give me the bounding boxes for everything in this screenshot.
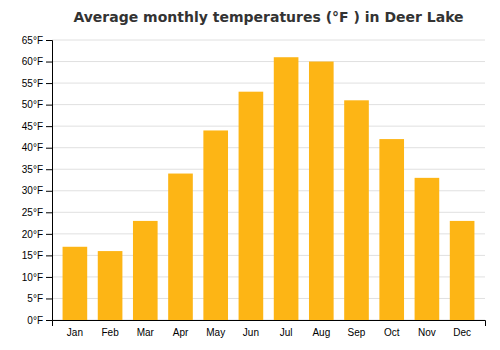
- chart-title: Average monthly temperatures (°F ) in De…: [73, 9, 463, 25]
- y-tick-label: 5°F: [27, 293, 43, 304]
- y-tick-label: 60°F: [22, 56, 43, 67]
- grid-line: [52, 147, 485, 148]
- y-tick: 55°F: [22, 78, 52, 89]
- y-tick-mark: [46, 212, 52, 213]
- y-tick-label: 40°F: [22, 142, 43, 153]
- x-tick-label: Jan: [67, 327, 83, 338]
- y-tick: 45°F: [22, 121, 52, 132]
- x-tick: Feb: [101, 327, 119, 338]
- x-tick-label: Apr: [173, 327, 189, 338]
- bar: [98, 251, 123, 320]
- y-tick-mark: [46, 255, 52, 256]
- bar: [274, 57, 299, 320]
- chart-container: 0°F 5°F 10°F 15°F 20°F 25°F 30°F 35°F 40°F 45°F 50…: [0, 0, 500, 350]
- x-tick-label: May: [206, 327, 225, 338]
- y-tick-label: 35°F: [22, 164, 43, 175]
- x-tick: Mar: [137, 327, 155, 338]
- y-tick-mark: [46, 320, 52, 321]
- y-tick-label: 0°F: [27, 315, 43, 326]
- y-tick-mark: [46, 105, 52, 106]
- x-axis-line: [53, 321, 486, 327]
- y-tick-label: 55°F: [22, 78, 43, 89]
- y-tick-label: 25°F: [22, 207, 43, 218]
- y-tick-mark: [46, 277, 52, 278]
- y-axis: 0°F 5°F 10°F 15°F 20°F 25°F 30°F 35°F 40°F 45°F 50…: [22, 35, 53, 326]
- grid-line: [52, 126, 485, 127]
- grid-line: [52, 104, 485, 105]
- x-tick: Jun: [243, 327, 259, 338]
- grid: [52, 40, 485, 320]
- y-tick-label: 15°F: [22, 250, 43, 261]
- x-tick-label: Sep: [348, 327, 366, 338]
- bar: [309, 62, 334, 320]
- y-tick: 50°F: [22, 99, 52, 110]
- y-tick-label: 50°F: [22, 99, 43, 110]
- y-tick-label: 30°F: [22, 185, 43, 196]
- y-tick-mark: [46, 169, 52, 170]
- x-tick-label: Jun: [243, 327, 259, 338]
- bar: [344, 100, 369, 320]
- y-tick: 30°F: [22, 185, 52, 196]
- y-tick-label: 10°F: [22, 272, 43, 283]
- grid-line: [52, 83, 485, 84]
- y-tick: 10°F: [22, 272, 52, 283]
- bar: [379, 139, 404, 320]
- x-tick: Nov: [418, 327, 436, 338]
- bar: [168, 174, 193, 320]
- grid-line: [52, 169, 485, 170]
- chart-svg: 0°F 5°F 10°F 15°F 20°F 25°F 30°F 35°F 40°F 45°F 50…: [0, 0, 500, 350]
- x-tick-label: Jul: [280, 327, 293, 338]
- grid-line: [52, 40, 485, 41]
- y-tick: 0°F: [27, 315, 52, 326]
- x-tick: Jul: [280, 327, 293, 338]
- y-tick-mark: [46, 298, 52, 299]
- y-tick: 20°F: [22, 229, 52, 240]
- x-tick-label: Feb: [101, 327, 119, 338]
- x-tick: Sep: [348, 327, 366, 338]
- y-tick: 15°F: [22, 250, 52, 261]
- y-tick-mark: [46, 62, 52, 63]
- y-tick-mark: [46, 126, 52, 127]
- bar: [450, 221, 475, 320]
- bar: [415, 178, 440, 320]
- bar: [63, 247, 88, 320]
- x-tick: Aug: [312, 327, 330, 338]
- y-tick-label: 65°F: [22, 35, 43, 46]
- y-tick-mark: [46, 148, 52, 149]
- y-axis-line: [46, 41, 53, 321]
- y-tick: 65°F: [22, 35, 52, 46]
- y-tick-mark: [46, 234, 52, 235]
- y-tick: 25°F: [22, 207, 52, 218]
- x-tick-label: Mar: [137, 327, 155, 338]
- y-tick-mark: [46, 40, 52, 41]
- y-tick-mark: [46, 191, 52, 192]
- y-tick-mark: [46, 83, 52, 84]
- bar: [203, 130, 228, 320]
- y-tick: 5°F: [27, 293, 52, 304]
- x-axis: Jan Feb Mar Apr May Jun Jul Aug Sep Oct Nov Dec: [53, 321, 486, 339]
- x-tick: Dec: [453, 327, 471, 338]
- y-tick: 60°F: [22, 56, 52, 67]
- x-tick-label: Nov: [418, 327, 436, 338]
- y-tick: 40°F: [22, 142, 52, 153]
- bar: [133, 221, 158, 320]
- y-tick-label: 45°F: [22, 121, 43, 132]
- marks: [63, 57, 475, 320]
- x-tick: Jan: [67, 327, 83, 338]
- bar: [239, 92, 264, 320]
- plot-area: 0°F 5°F 10°F 15°F 20°F 25°F 30°F 35°F 40°F 45°F 50…: [22, 35, 486, 338]
- y-tick-label: 20°F: [22, 229, 43, 240]
- y-tick: 35°F: [22, 164, 52, 175]
- x-tick-label: Dec: [453, 327, 471, 338]
- grid-line: [52, 61, 485, 62]
- x-tick: Apr: [173, 327, 189, 338]
- x-tick-label: Aug: [312, 327, 330, 338]
- x-tick-label: Oct: [384, 327, 400, 338]
- x-tick: Oct: [384, 327, 400, 338]
- x-tick: May: [206, 327, 225, 338]
